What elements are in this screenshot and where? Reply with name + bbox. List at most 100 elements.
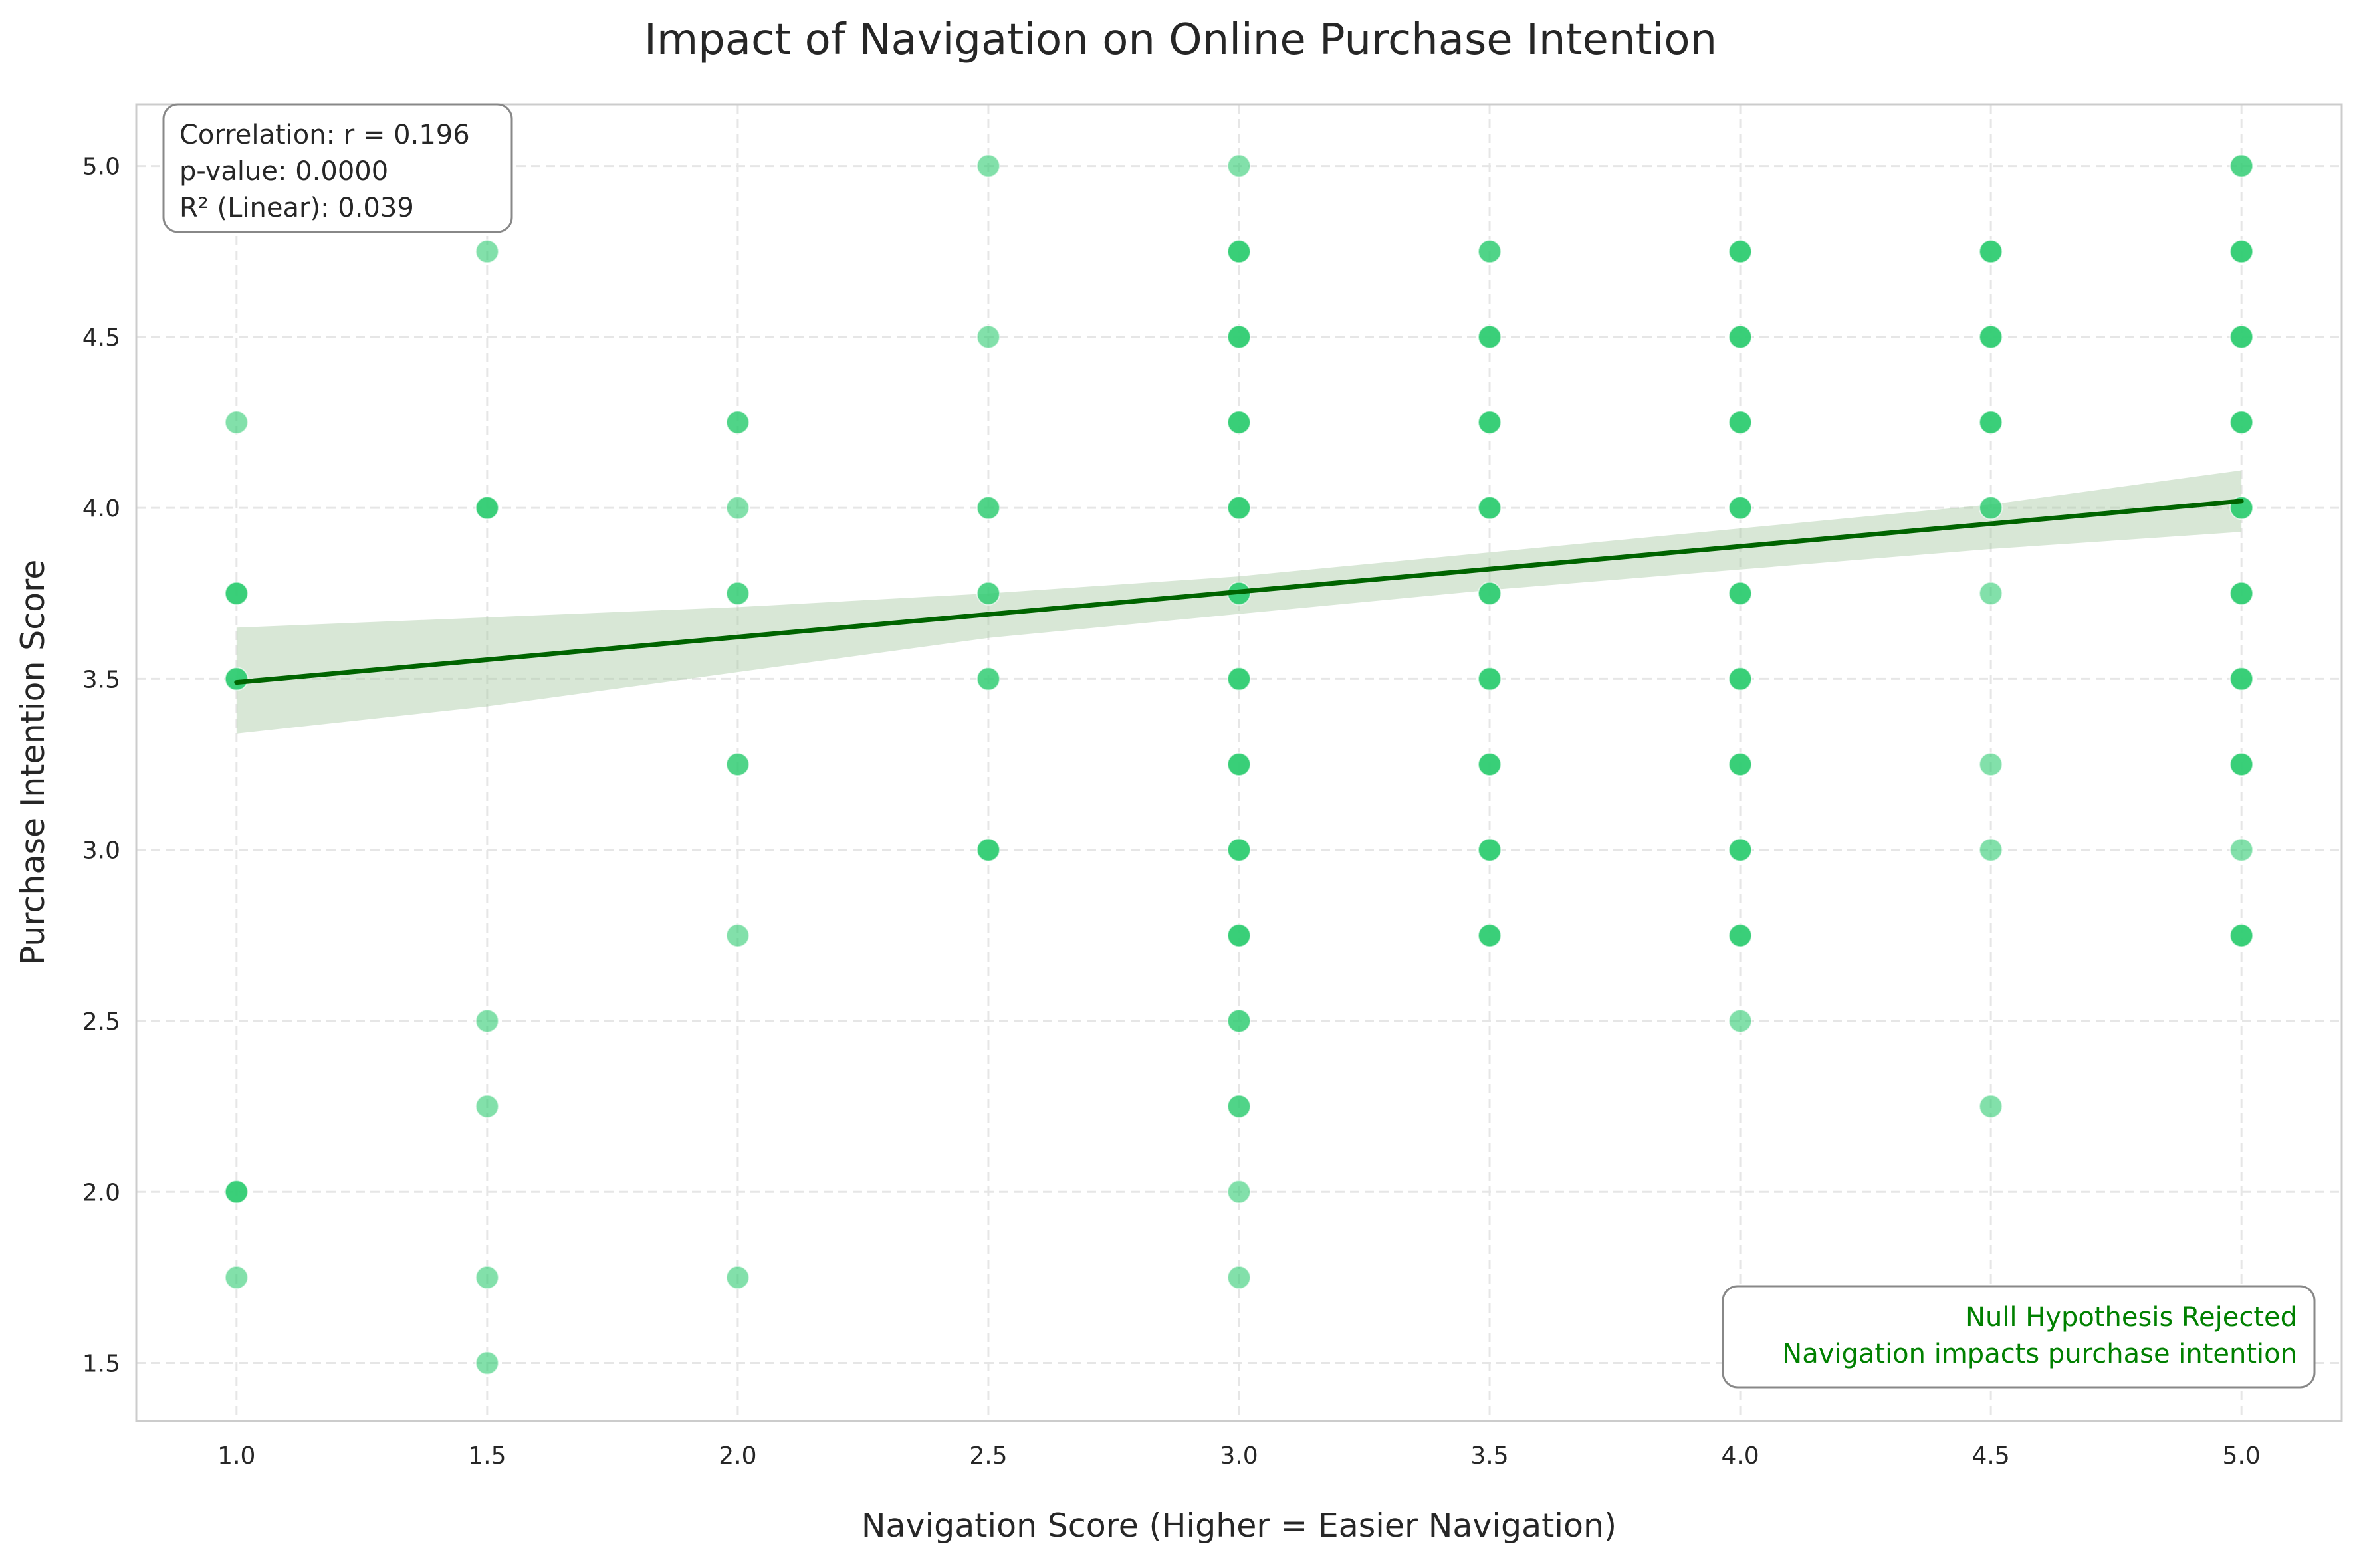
conclusion-annotation: Null Hypothesis Rejected Navigation impa… bbox=[1722, 1285, 2316, 1389]
scatter-point bbox=[475, 1351, 499, 1375]
scatter-point bbox=[1227, 752, 1251, 777]
conclusion-box bbox=[1722, 1285, 2316, 1389]
y-tick-label: 4.5 bbox=[82, 324, 120, 352]
scatter-point bbox=[224, 1180, 249, 1204]
stats-annotation: Correlation: r = 0.196 p-value: 0.0000 R… bbox=[162, 103, 513, 233]
scatter-point bbox=[224, 581, 249, 606]
scatter-point bbox=[2229, 667, 2254, 691]
x-tick-labels: 1.0 1.5 2.0 2.5 3.0 3.5 4.0 4.5 5.0 bbox=[217, 1442, 2261, 1470]
scatter-point bbox=[725, 581, 750, 606]
stats-box bbox=[162, 103, 513, 233]
scatter-point bbox=[2229, 154, 2254, 178]
scatter-point bbox=[976, 496, 1000, 520]
scatter-point bbox=[1227, 1008, 1251, 1033]
y-tick-label: 2.5 bbox=[82, 1008, 120, 1036]
scatter-point bbox=[1728, 581, 1753, 606]
x-tick-label: 2.0 bbox=[719, 1442, 756, 1470]
scatter-point bbox=[1728, 923, 1753, 948]
scatter-point bbox=[475, 1094, 499, 1119]
scatter-point bbox=[1227, 923, 1251, 948]
scatter-point bbox=[976, 667, 1000, 691]
scatter-point bbox=[725, 752, 750, 777]
x-tick-label: 1.5 bbox=[468, 1442, 506, 1470]
x-tick-label: 4.0 bbox=[1721, 1442, 1759, 1470]
x-axis-label: Navigation Score (Higher = Easier Naviga… bbox=[861, 1507, 1617, 1545]
y-tick-label: 1.5 bbox=[82, 1351, 120, 1378]
scatter-point bbox=[1227, 838, 1251, 862]
scatter-point bbox=[1728, 324, 1753, 349]
scatter-point bbox=[1728, 239, 1753, 264]
scatter-point bbox=[1478, 239, 1502, 264]
scatter-point bbox=[1979, 496, 2003, 520]
y-axis-label: Purchase Intention Score bbox=[14, 560, 52, 966]
scatter-point bbox=[976, 154, 1000, 178]
x-tick-label: 2.5 bbox=[969, 1442, 1007, 1470]
scatter-point bbox=[1979, 239, 2003, 264]
scatter-point bbox=[2229, 324, 2254, 349]
scatter-point bbox=[1478, 752, 1502, 777]
scatter-point bbox=[1728, 667, 1753, 691]
y-tick-label: 4.0 bbox=[82, 495, 120, 522]
scatter-point bbox=[1478, 667, 1502, 691]
y-tick-label: 3.0 bbox=[82, 838, 120, 865]
x-tick-label: 5.0 bbox=[2223, 1442, 2261, 1470]
scatter-point bbox=[976, 838, 1000, 862]
scatter-point bbox=[2229, 752, 2254, 777]
scatter-point bbox=[475, 496, 499, 520]
scatter-point bbox=[725, 1265, 750, 1289]
scatter-point bbox=[1478, 581, 1502, 606]
scatter-point bbox=[1478, 410, 1502, 435]
scatter-point bbox=[1227, 239, 1251, 264]
scatter-point bbox=[2229, 923, 2254, 948]
x-tick-label: 3.5 bbox=[1470, 1442, 1508, 1470]
scatter-point bbox=[2229, 239, 2254, 264]
plot-frame bbox=[135, 103, 2343, 1422]
scatter-point bbox=[1227, 667, 1251, 691]
y-tick-label: 3.5 bbox=[82, 666, 120, 693]
conclusion-line-1: Null Hypothesis Rejected bbox=[1966, 1302, 2297, 1333]
scatter-point bbox=[1227, 496, 1251, 520]
scatter-point bbox=[1979, 581, 2003, 606]
stats-line-correlation: Correlation: r = 0.196 bbox=[179, 120, 470, 150]
scatter-point bbox=[1728, 1008, 1753, 1033]
y-tick-label: 2.0 bbox=[82, 1179, 120, 1206]
scatter-point bbox=[224, 1265, 249, 1289]
scatter-point bbox=[725, 923, 750, 948]
scatter-point bbox=[2229, 581, 2254, 606]
x-tick-label: 4.5 bbox=[1972, 1442, 2010, 1470]
scatter-point bbox=[976, 324, 1000, 349]
scatter-point bbox=[1979, 410, 2003, 435]
regression-line-layer bbox=[234, 499, 2244, 685]
scatter-point bbox=[1227, 1094, 1251, 1119]
y-tick-labels: 1.5 2.0 2.5 3.0 3.5 4.0 4.5 5.0 bbox=[82, 154, 120, 1378]
scatter-point bbox=[1979, 752, 2003, 777]
scatter-point bbox=[475, 1265, 499, 1289]
scatter-point bbox=[1227, 154, 1251, 178]
scatter-point bbox=[475, 1008, 499, 1033]
scatter-point bbox=[976, 581, 1000, 606]
stats-line-p-value: p-value: 0.0000 bbox=[179, 156, 388, 187]
scatter-point bbox=[475, 239, 499, 264]
scatter-point bbox=[1478, 923, 1502, 948]
scatter-point bbox=[224, 667, 249, 691]
scatter-point bbox=[1227, 1180, 1251, 1204]
x-tick-label: 3.0 bbox=[1220, 1442, 1258, 1470]
stats-line-r-squared: R² (Linear): 0.039 bbox=[179, 193, 414, 223]
scatter-point bbox=[224, 410, 249, 435]
scatter-point bbox=[1478, 838, 1502, 862]
scatter-point bbox=[1979, 1094, 2003, 1119]
scatter-point bbox=[1979, 324, 2003, 349]
scatter-point bbox=[725, 496, 750, 520]
scatter-point bbox=[2229, 410, 2254, 435]
scatter-point bbox=[2229, 838, 2254, 862]
scatter-point bbox=[1227, 410, 1251, 435]
scatter-point bbox=[1478, 496, 1502, 520]
chart-title: Impact of Navigation on Online Purchase … bbox=[644, 15, 1717, 64]
scatter-point bbox=[1728, 752, 1753, 777]
scatter-point bbox=[1227, 1265, 1251, 1289]
scatter-point bbox=[1227, 324, 1251, 349]
x-tick-label: 1.0 bbox=[217, 1442, 255, 1470]
regression-line bbox=[234, 499, 2244, 685]
